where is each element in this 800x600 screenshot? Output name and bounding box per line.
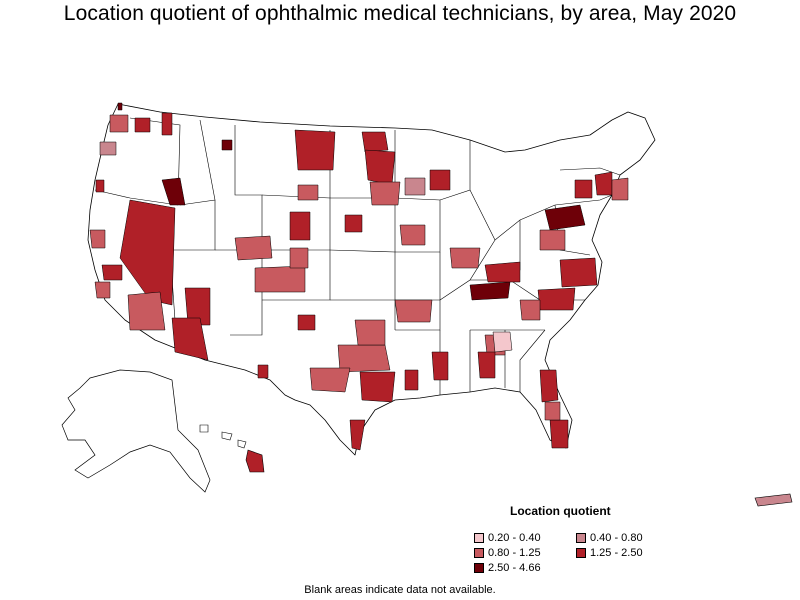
- legend-swatch-4: [474, 563, 484, 573]
- legend-title: Location quotient: [510, 504, 611, 518]
- legend-label-4: 2.50 - 4.66: [488, 562, 541, 574]
- legend-item-3: 1.25 - 2.50: [576, 547, 643, 559]
- blank-areas-note: Blank areas indicate data not available.: [304, 584, 496, 596]
- legend-item-1: 0.40 - 0.80: [576, 532, 643, 544]
- alaska: [61, 369, 211, 493]
- legend-item-2: 0.80 - 1.25: [474, 547, 541, 559]
- legend-item-0: 0.20 - 0.40: [474, 532, 541, 544]
- legend-swatch-2: [474, 548, 484, 558]
- legend-swatch-3: [576, 548, 586, 558]
- legend-label-3: 1.25 - 2.50: [590, 547, 643, 559]
- legend-swatch-1: [576, 533, 586, 543]
- legend-label-0: 0.20 - 0.40: [488, 532, 541, 544]
- legend-swatch-0: [474, 533, 484, 543]
- legend-label-1: 0.40 - 0.80: [590, 532, 643, 544]
- legend-label-2: 0.80 - 1.25: [488, 547, 541, 559]
- map-title: Location quotient of ophthalmic medical …: [63, 2, 737, 25]
- legend-item-4: 2.50 - 4.66: [474, 562, 541, 574]
